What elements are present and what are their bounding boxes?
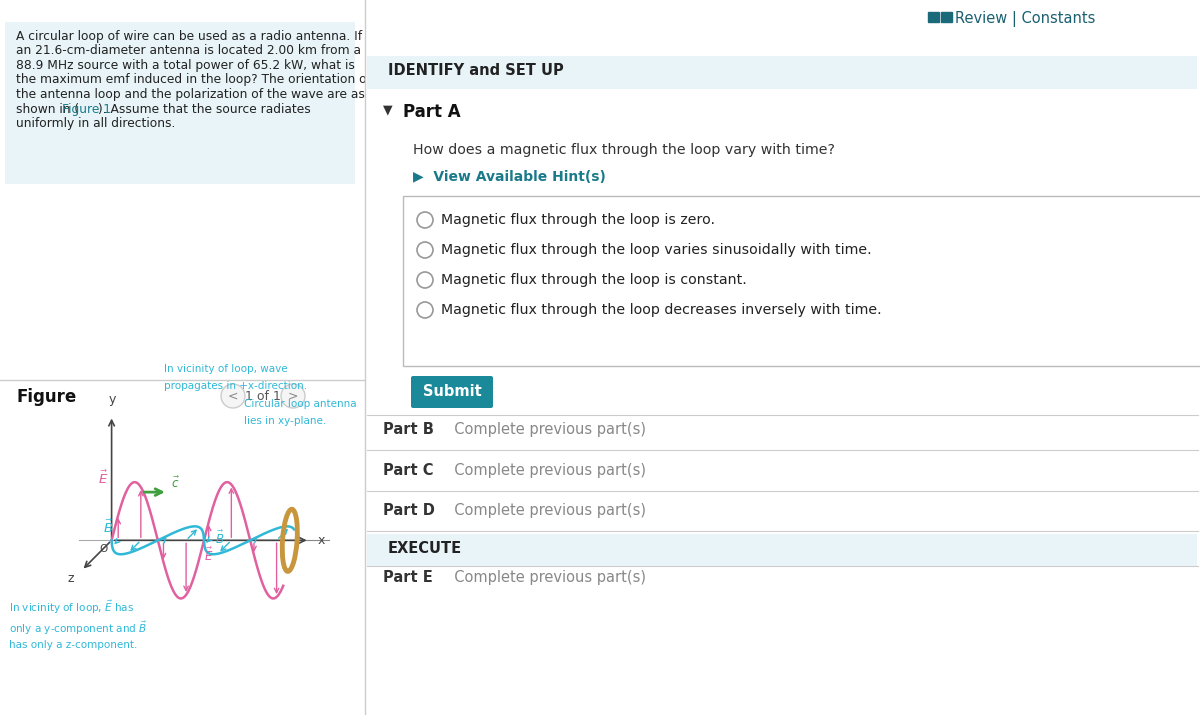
- Text: Magnetic flux through the loop is zero.: Magnetic flux through the loop is zero.: [442, 213, 715, 227]
- Text: $\vec{E}$: $\vec{E}$: [98, 470, 109, 487]
- Text: <: <: [228, 390, 239, 403]
- Text: ▼: ▼: [383, 103, 392, 116]
- Text: How does a magnetic flux through the loop vary with time?: How does a magnetic flux through the loo…: [413, 143, 835, 157]
- FancyBboxPatch shape: [410, 376, 493, 408]
- Text: 1 of 1: 1 of 1: [245, 390, 281, 403]
- Text: EXECUTE: EXECUTE: [388, 541, 462, 556]
- Text: Part D: Part D: [383, 503, 434, 518]
- Text: has only a z-component.: has only a z-component.: [10, 640, 138, 650]
- Text: lies in xy-plane.: lies in xy-plane.: [244, 415, 326, 425]
- Text: x: x: [318, 534, 325, 547]
- Text: an 21.6-cm-diameter antenna is located 2.00 km from a: an 21.6-cm-diameter antenna is located 2…: [16, 44, 361, 57]
- Text: the maximum emf induced in the loop? The orientation of: the maximum emf induced in the loop? The…: [16, 74, 371, 87]
- Text: Magnetic flux through the loop decreases inversely with time.: Magnetic flux through the loop decreases…: [442, 303, 882, 317]
- Circle shape: [281, 384, 305, 408]
- Text: $\vec{B}$: $\vec{B}$: [103, 519, 113, 536]
- Text: >: >: [288, 390, 299, 403]
- Text: Part E: Part E: [383, 570, 433, 585]
- Text: $\vec{B}$: $\vec{B}$: [215, 531, 224, 548]
- Text: Complete previous part(s): Complete previous part(s): [445, 503, 646, 518]
- Text: Complete previous part(s): Complete previous part(s): [445, 570, 646, 585]
- Text: Figure 1: Figure 1: [61, 102, 110, 116]
- Text: Figure: Figure: [16, 388, 77, 406]
- Text: uniformly in all directions.: uniformly in all directions.: [16, 117, 175, 130]
- Circle shape: [418, 302, 433, 318]
- Text: Magnetic flux through the loop is constant.: Magnetic flux through the loop is consta…: [442, 273, 746, 287]
- Text: y: y: [108, 393, 115, 405]
- Bar: [928, 12, 940, 22]
- Circle shape: [418, 212, 433, 228]
- Text: IDENTIFY and SET UP: IDENTIFY and SET UP: [388, 63, 564, 78]
- Circle shape: [221, 384, 245, 408]
- Text: Review | Constants: Review | Constants: [955, 11, 1096, 27]
- Text: Magnetic flux through the loop varies sinusoidally with time.: Magnetic flux through the loop varies si…: [442, 243, 871, 257]
- Text: In vicinity of loop, wave: In vicinity of loop, wave: [164, 364, 288, 374]
- Text: $\vec{c}$: $\vec{c}$: [172, 476, 180, 491]
- FancyBboxPatch shape: [367, 56, 1198, 89]
- Text: A circular loop of wire can be used as a radio antenna. If: A circular loop of wire can be used as a…: [16, 30, 362, 43]
- Text: ). Assume that the source radiates: ). Assume that the source radiates: [98, 102, 311, 116]
- Text: the antenna loop and the polarization of the wave are as: the antenna loop and the polarization of…: [16, 88, 365, 101]
- FancyBboxPatch shape: [5, 22, 355, 184]
- Text: Submit: Submit: [422, 385, 481, 400]
- Text: Part C: Part C: [383, 463, 433, 478]
- Text: z: z: [67, 572, 73, 585]
- Text: ▶  View Available Hint(s): ▶ View Available Hint(s): [413, 170, 606, 184]
- Text: 88.9 MHz source with a total power of 65.2 kW, what is: 88.9 MHz source with a total power of 65…: [16, 59, 355, 72]
- FancyBboxPatch shape: [403, 196, 1200, 366]
- Text: shown in (: shown in (: [16, 102, 79, 116]
- Text: Complete previous part(s): Complete previous part(s): [445, 422, 646, 437]
- Circle shape: [418, 242, 433, 258]
- Text: Part B: Part B: [383, 422, 434, 437]
- Text: Circular loop antenna: Circular loop antenna: [244, 399, 356, 409]
- Text: propagates in +x-direction.: propagates in +x-direction.: [164, 381, 307, 391]
- Text: O: O: [100, 544, 108, 554]
- Bar: [941, 12, 952, 22]
- Circle shape: [418, 272, 433, 288]
- Text: Complete previous part(s): Complete previous part(s): [445, 463, 646, 478]
- Text: In vicinity of loop, $\vec{E}$ has: In vicinity of loop, $\vec{E}$ has: [10, 598, 134, 616]
- Text: $\vec{E}$: $\vec{E}$: [204, 547, 214, 564]
- Text: Part A: Part A: [403, 103, 461, 121]
- FancyBboxPatch shape: [367, 534, 1198, 566]
- Text: only a y-component and $\vec{B}$: only a y-component and $\vec{B}$: [10, 619, 148, 637]
